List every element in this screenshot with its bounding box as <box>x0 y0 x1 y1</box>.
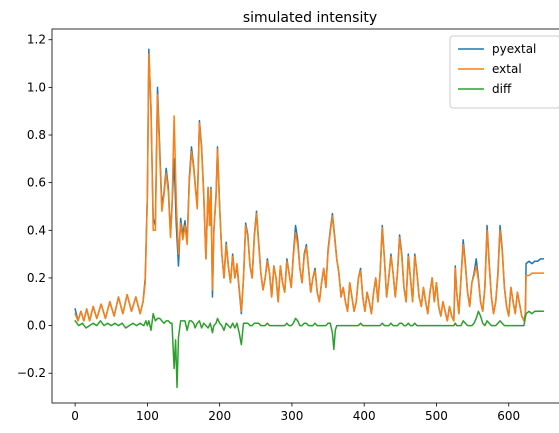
y-axis: −0.2 0.0 0.2 0.4 0.6 0.8 1.0 1.2 <box>17 33 52 380</box>
chart-title: simulated intensity <box>243 10 377 26</box>
y-tick-label: 1.2 <box>27 33 46 47</box>
x-tick-label: 400 <box>353 409 376 423</box>
y-tick-label: 0.2 <box>27 271 46 285</box>
y-tick-label: −0.2 <box>17 366 46 380</box>
y-tick-label: 0.0 <box>27 319 46 333</box>
x-axis: 0 100 200 300 400 500 600 <box>71 403 520 423</box>
x-tick-label: 100 <box>136 409 159 423</box>
y-tick-label: 0.4 <box>27 223 46 237</box>
x-tick-label: 500 <box>425 409 448 423</box>
series-line-extal <box>74 53 545 322</box>
y-tick-label: 0.6 <box>27 176 46 190</box>
axes-frame <box>51 28 559 404</box>
x-tick-label: 200 <box>208 409 231 423</box>
x-tick-label: 300 <box>280 409 303 423</box>
x-tick-label: 600 <box>497 409 520 423</box>
plot-lines <box>74 48 545 389</box>
series-line-diff <box>74 310 545 389</box>
legend-label-diff: diff <box>492 82 512 96</box>
legend-label-extal: extal <box>492 62 522 76</box>
y-tick-label: 0.8 <box>27 128 46 142</box>
legend-label-pyextal: pyextal <box>492 42 536 56</box>
x-tick-label: 0 <box>71 409 79 423</box>
y-tick-label: 1.0 <box>27 80 46 94</box>
legend-box <box>449 35 559 109</box>
legend: pyextal extal diff <box>449 35 559 109</box>
